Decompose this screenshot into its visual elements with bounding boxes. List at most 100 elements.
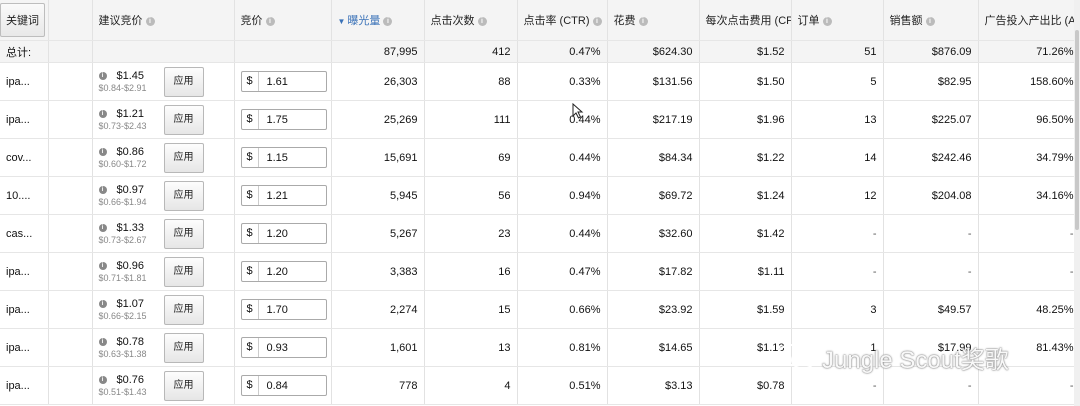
keyword-cell[interactable]: 10.... (0, 176, 49, 215)
info-icon[interactable]: i (822, 16, 832, 26)
info-icon[interactable]: i (98, 300, 107, 309)
table-row: 10.... i $0.97 $0.66-$1.94 应用 $1.21 5,945 56 0.9… (0, 176, 1080, 215)
total-acos: 71.26% (978, 40, 1080, 63)
orders-cell: - (791, 366, 884, 405)
keyword-cell[interactable]: cov... (0, 138, 49, 177)
header-clicks[interactable]: 点击次数 i (424, 0, 518, 41)
table-row: ipa... i $1.07 $0.66-$2.15 应用 $1.70 2,274 15 0.6… (0, 290, 1080, 329)
suggested-bid-value: $0.78 (116, 336, 145, 348)
info-icon[interactable]: i (592, 16, 602, 26)
keyword-cell[interactable]: ipa... (0, 62, 49, 101)
total-row: 总计: 87,995 412 0.47% $624.30 $1.52 51 $8… (0, 40, 1080, 63)
clicks-cell: 15 (424, 290, 518, 329)
info-icon[interactable]: i (265, 16, 275, 26)
keyword-cell[interactable]: ipa... (0, 328, 49, 367)
keyword-cell[interactable]: ipa... (0, 290, 49, 329)
apply-button[interactable]: 应用 (163, 180, 204, 211)
cpc-cell: $0.78 (699, 366, 792, 405)
suggested-bid-value: $0.97 (116, 184, 145, 196)
apply-button[interactable]: 应用 (163, 294, 204, 325)
keyword-cell[interactable]: ipa... (0, 252, 49, 291)
apply-button[interactable]: 应用 (163, 370, 204, 401)
orders-cell: - (791, 214, 884, 253)
info-icon[interactable]: i (477, 16, 487, 26)
sort-desc-icon: ▼ (337, 16, 346, 26)
table-row: ipa... i $0.76 $0.51-$1.43 应用 $0.84 778 4 0.51% $… (0, 366, 1080, 405)
vertical-scrollbar[interactable] (1074, 0, 1080, 406)
info-icon[interactable]: i (98, 338, 107, 347)
apply-button[interactable]: 应用 (163, 218, 204, 249)
table-row: cas... i $1.33 $0.73-$2.67 应用 $1.20 5,267 23 0.4… (0, 214, 1080, 253)
bid-value: 1.70 (266, 303, 288, 316)
info-icon[interactable]: i (145, 16, 155, 26)
sales-cell: - (883, 214, 979, 253)
keyword-cell[interactable]: cas... (0, 214, 49, 253)
sales-cell: $242.46 (883, 138, 979, 177)
header-sales[interactable]: 销售额 i (883, 0, 979, 41)
suggested-bid-range: $0.66-$2.15 (98, 311, 147, 321)
apply-button[interactable]: 应用 (163, 332, 204, 363)
apply-button[interactable]: 应用 (163, 104, 204, 135)
bid-input[interactable]: $1.20 (240, 223, 327, 244)
orders-cell: 3 (791, 290, 884, 329)
bid-input[interactable]: $1.75 (240, 109, 327, 130)
suggested-bid-range: $0.60-$1.72 (98, 159, 147, 169)
header-orders[interactable]: 订单 i (791, 0, 884, 41)
header-bid[interactable]: 竞价 i (234, 0, 332, 41)
suggested-bid-cell: i $1.07 $0.66-$2.15 应用 (92, 290, 235, 329)
total-label: 总计: (0, 40, 49, 63)
bid-input[interactable]: $1.70 (240, 299, 327, 320)
bid-input[interactable]: $1.15 (240, 147, 327, 168)
sales-cell: $17.99 (883, 328, 979, 367)
bid-input[interactable]: $1.21 (240, 185, 327, 206)
bid-input[interactable]: $0.93 (240, 337, 327, 358)
acos-cell: 81.43% (978, 328, 1080, 367)
bid-value: 1.21 (266, 189, 288, 202)
suggested-bid-range: $0.66-$1.94 (98, 197, 147, 207)
currency-symbol: $ (242, 376, 259, 395)
clicks-cell: 88 (424, 62, 518, 101)
impressions-cell: 25,269 (331, 100, 425, 139)
clicks-cell: 23 (424, 214, 518, 253)
info-icon[interactable]: i (98, 148, 107, 157)
info-icon[interactable]: i (925, 16, 935, 26)
orders-cell: - (791, 252, 884, 291)
ctr-cell: 0.94% (517, 176, 608, 215)
currency-symbol: $ (242, 72, 259, 91)
bid-input[interactable]: $0.84 (240, 375, 327, 396)
scrollbar-thumb[interactable] (1075, 30, 1079, 230)
suggested-bid-value: $0.86 (116, 146, 145, 158)
info-icon[interactable]: i (98, 186, 107, 195)
currency-symbol: $ (242, 338, 259, 357)
header-impressions[interactable]: ▼ 曝光量 i (331, 0, 425, 41)
bid-cell: $1.21 (234, 176, 332, 215)
info-icon[interactable]: i (98, 262, 107, 271)
apply-button[interactable]: 应用 (163, 142, 204, 173)
table-row: ipa... i $0.96 $0.71-$1.81 应用 $1.20 3,383 16 0.4… (0, 252, 1080, 291)
apply-button[interactable]: 应用 (163, 256, 204, 287)
bid-input[interactable]: $1.61 (240, 71, 327, 92)
header-suggested-bid[interactable]: 建议竞价 i (92, 0, 235, 41)
header-ctr[interactable]: 点击率 (CTR) i (517, 0, 608, 41)
info-icon[interactable]: i (98, 72, 107, 81)
info-icon[interactable]: i (98, 224, 107, 233)
header-acos[interactable]: 广告投入产出比 (A (978, 0, 1080, 41)
bid-input[interactable]: $1.20 (240, 261, 327, 282)
clicks-cell: 4 (424, 366, 518, 405)
info-icon[interactable]: i (638, 16, 648, 26)
sales-cell: - (883, 366, 979, 405)
suggested-bid-range: $0.63-$1.38 (98, 349, 147, 359)
info-icon[interactable]: i (98, 376, 107, 385)
header-spend[interactable]: 花费 i (607, 0, 700, 41)
keyword-cell[interactable]: ipa... (0, 366, 49, 405)
header-cpc[interactable]: 每次点击费用 (CPC (699, 0, 792, 41)
cpc-cell: $1.59 (699, 290, 792, 329)
keyword-cell[interactable]: ipa... (0, 100, 49, 139)
info-icon[interactable]: i (383, 16, 393, 26)
clicks-cell: 69 (424, 138, 518, 177)
apply-button[interactable]: 应用 (163, 66, 204, 97)
keyword-column-button[interactable]: 关键词 (0, 3, 45, 37)
info-icon[interactable]: i (98, 110, 107, 119)
table-row: ipa... i $1.21 $0.73-$2.43 应用 $1.75 25,269 111 0… (0, 100, 1080, 139)
